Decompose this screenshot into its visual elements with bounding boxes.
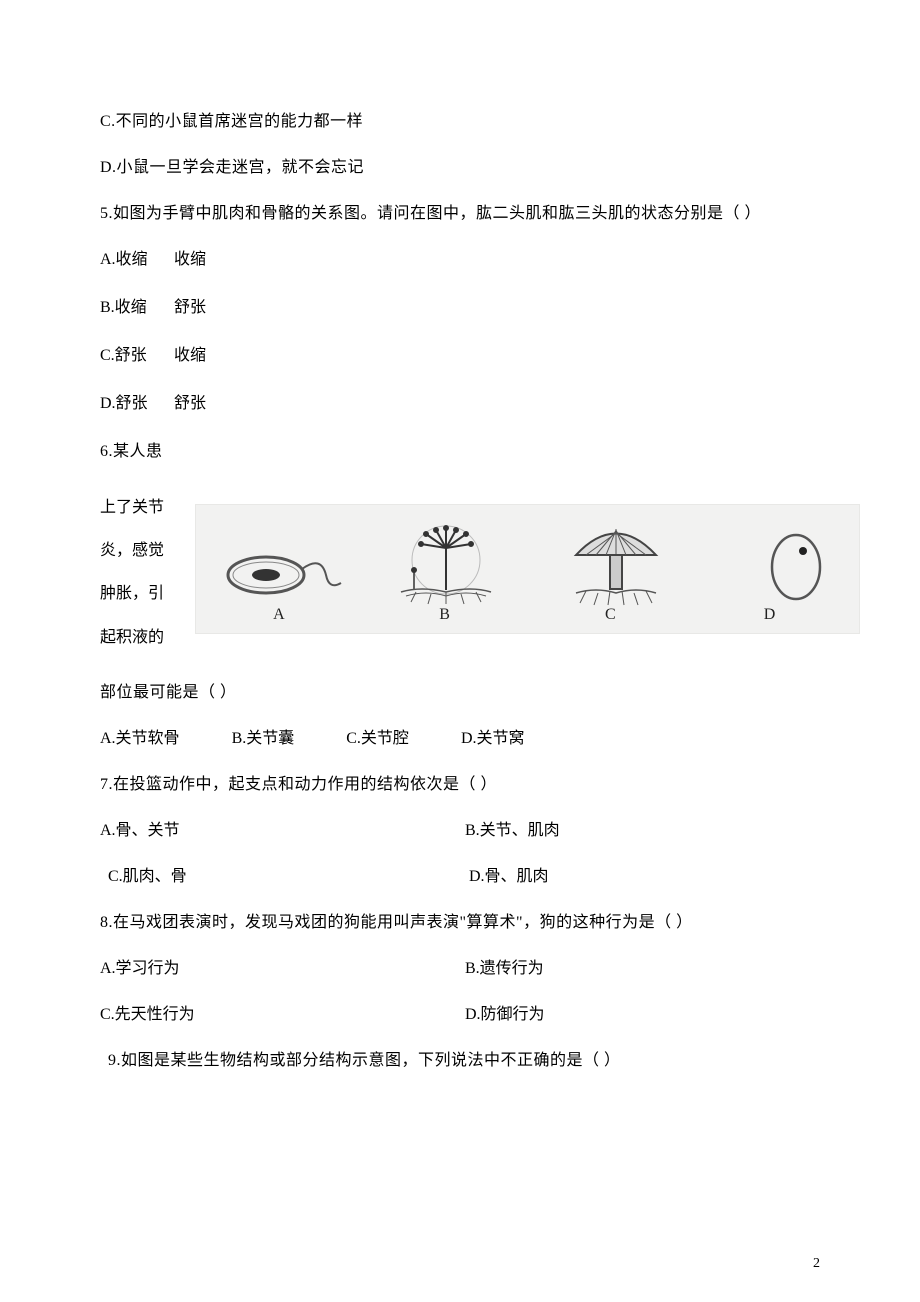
q6-stem-line4: 肿胀，引 — [100, 572, 185, 615]
q5-option-c: C.舒张 收缩 — [100, 344, 820, 368]
q7-option-c: C.肌肉、骨 — [100, 865, 469, 889]
q6-stem-line5: 起积液的 — [100, 616, 185, 659]
q8-stem: 8.在马戏团表演时，发现马戏团的狗能用叫声表演"算算术"，狗的这种行为是（ ） — [100, 911, 820, 935]
q8-row1: A.学习行为 B.遗传行为 — [100, 957, 820, 981]
figure-panel-d-icon — [751, 527, 841, 607]
q5-d-right: 舒张 — [174, 395, 206, 412]
q5-a-right: 收缩 — [174, 251, 206, 268]
q4-option-c: C.不同的小鼠首席迷宫的能力都一样 — [100, 110, 820, 134]
q6-option-c: C.关节腔 — [346, 727, 409, 751]
q5-b-right: 舒张 — [174, 299, 206, 316]
q5-a-left: A.收缩 — [100, 248, 170, 272]
figure-label-c: C — [528, 603, 694, 627]
q6-stem-line3: 炎，感觉 — [100, 529, 185, 572]
q8-row2: C.先天性行为 D.防御行为 — [100, 1003, 820, 1027]
q9-organism-figure: A B C D — [195, 504, 860, 634]
q6-option-d: D.关节窝 — [461, 727, 525, 751]
q6-stem-wrapped-text: 上了关节 炎，感觉 肿胀，引 起积液的 — [100, 486, 185, 659]
document-page: C.不同的小鼠首席迷宫的能力都一样 D.小鼠一旦学会走迷宫，就不会忘记 5.如图… — [0, 0, 920, 1302]
figure-label-d: D — [680, 603, 859, 627]
q5-stem: 5.如图为手臂中肌肉和骨骼的关系图。请问在图中，肱二头肌和肱三头肌的状态分别是（… — [100, 202, 820, 226]
q8-option-b: B.遗传行为 — [465, 957, 820, 981]
q7-option-a: A.骨、关节 — [100, 819, 465, 843]
figure-panel-b-icon — [386, 520, 506, 610]
q6-option-b: B.关节囊 — [232, 727, 295, 751]
q5-option-b: B.收缩 舒张 — [100, 296, 820, 320]
q9-stem: 9.如图是某些生物结构或部分结构示意图，下列说法中不正确的是（ ） — [100, 1049, 820, 1073]
figure-label-b: B — [362, 603, 528, 627]
q7-stem: 7.在投篮动作中，起支点和动力作用的结构依次是（ ） — [100, 773, 820, 797]
q6-stem-line1: 6.某人患 — [100, 440, 820, 464]
q8-option-c: C.先天性行为 — [100, 1003, 465, 1027]
q4-option-d: D.小鼠一旦学会走迷宫，就不会忘记 — [100, 156, 820, 180]
q8-option-d: D.防御行为 — [465, 1003, 820, 1027]
q6-wrap-block: 上了关节 炎，感觉 肿胀，引 起积液的 — [100, 486, 820, 659]
q7-row2: C.肌肉、骨 D.骨、肌肉 — [100, 865, 820, 889]
q6-stem-line6: 部位最可能是（ ） — [100, 681, 820, 705]
q6-stem-line2: 上了关节 — [100, 486, 185, 529]
q5-c-right: 收缩 — [174, 347, 206, 364]
q7-option-d: D.骨、肌肉 — [469, 865, 820, 889]
page-number: 2 — [813, 1253, 820, 1274]
q8-option-a: A.学习行为 — [100, 957, 465, 981]
q6-options: A.关节软骨 B.关节囊 C.关节腔 D.关节窝 — [100, 727, 820, 751]
q6-option-a: A.关节软骨 — [100, 727, 180, 751]
q5-d-left: D.舒张 — [100, 392, 170, 416]
q5-option-d: D.舒张 舒张 — [100, 392, 820, 416]
q5-c-left: C.舒张 — [100, 344, 170, 368]
figure-panel-a-icon — [216, 535, 346, 605]
q7-row1: A.骨、关节 B.关节、肌肉 — [100, 819, 820, 843]
figure-label-a: A — [196, 603, 362, 627]
q7-option-b: B.关节、肌肉 — [465, 819, 820, 843]
figure-panel-c-icon — [556, 517, 676, 612]
q5-option-a: A.收缩 收缩 — [100, 248, 820, 272]
q5-b-left: B.收缩 — [100, 296, 170, 320]
